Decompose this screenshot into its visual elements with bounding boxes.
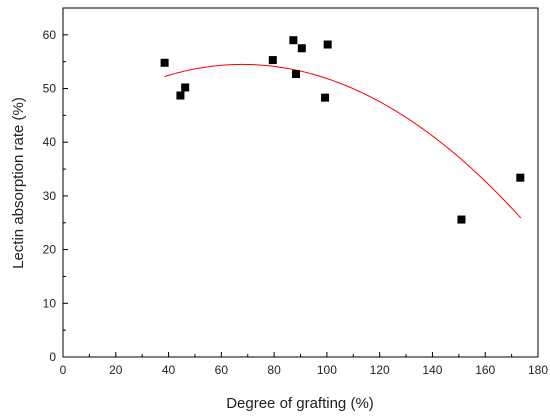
fit-curve [164, 63, 522, 219]
y-tick-label: 50 [43, 82, 57, 96]
data-point [268, 56, 277, 65]
x-tick-label: 80 [267, 363, 281, 377]
data-point [321, 93, 330, 102]
x-tick-label: 140 [422, 363, 442, 377]
x-tick-label: 0 [60, 363, 67, 377]
data-point [289, 36, 298, 45]
y-tick-label: 10 [43, 296, 57, 310]
data-point [297, 44, 306, 53]
x-axis-label: Degree of grafting (%) [226, 395, 374, 412]
x-tick-label: 120 [370, 363, 390, 377]
y-tick-label: 20 [43, 243, 57, 257]
x-tick-label: 180 [528, 363, 548, 377]
fit-curve-layer [164, 63, 522, 219]
x-tick-label: 40 [162, 363, 176, 377]
axis-ticks [62, 7, 539, 358]
data-point [160, 58, 169, 67]
y-tick-label: 30 [43, 189, 57, 203]
data-point [292, 70, 301, 79]
data-point [176, 91, 185, 100]
data-point [181, 83, 190, 92]
data-point [323, 40, 332, 49]
y-axis-label: Lectin absorption rate (%) [10, 97, 27, 269]
x-tick-label: 100 [317, 363, 337, 377]
x-tick-label: 160 [475, 363, 495, 377]
axis-tick-labels: 0 20 40 60 80 100 120 140 160 180 0 10 20 30 40 50 60 [43, 28, 549, 377]
data-point [457, 215, 466, 224]
data-point [516, 173, 525, 182]
y-tick-label: 0 [49, 350, 56, 364]
y-tick-label: 60 [43, 28, 57, 42]
y-tick-label: 40 [43, 135, 57, 149]
plot-frame [62, 7, 539, 358]
x-tick-label: 20 [109, 363, 123, 377]
data-points-layer [160, 36, 525, 224]
x-tick-label: 60 [215, 363, 229, 377]
